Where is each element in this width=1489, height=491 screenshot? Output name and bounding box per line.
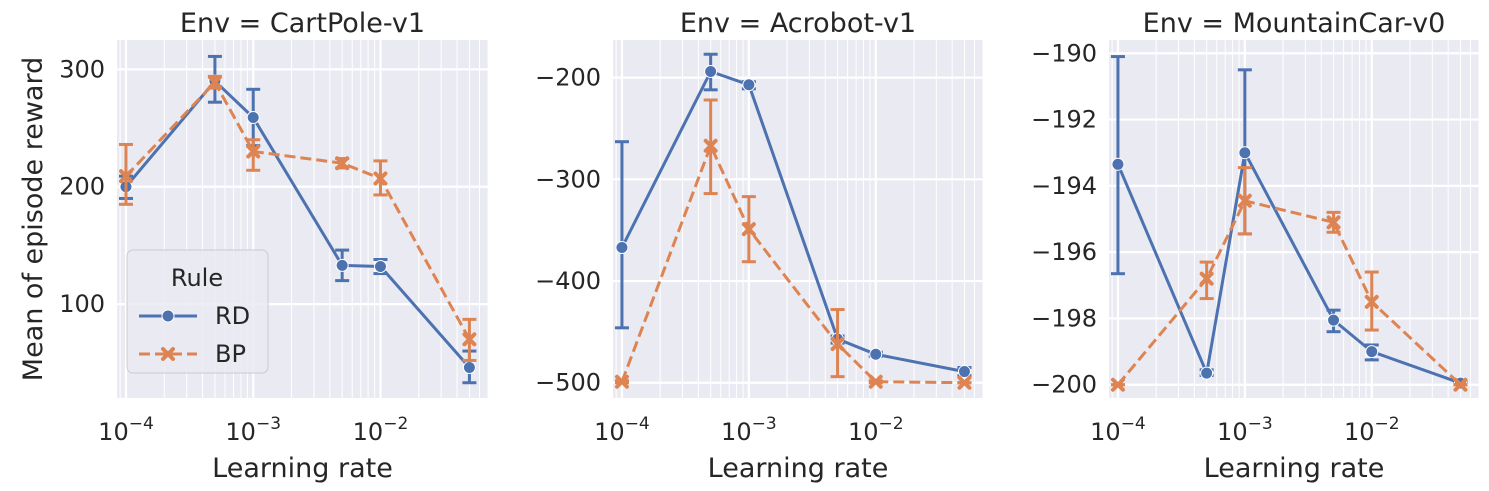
legend-entry-BP: BP [215, 340, 246, 368]
data-point [246, 144, 261, 159]
data-point [1364, 294, 1379, 309]
series-RD [614, 52, 972, 379]
panel-2: −500 −400 −300 −200 10−4 10−3 10−2 Env = Acrobo… [535, 8, 984, 484]
series-line [124, 80, 471, 341]
y-tick-label: −300 [535, 165, 601, 193]
series-line [1116, 151, 1462, 385]
data-point [742, 78, 756, 92]
data-point [957, 375, 972, 390]
data-point [118, 169, 133, 184]
y-tick-label: 300 [59, 55, 105, 83]
data-point [1453, 377, 1468, 392]
y-tick-label: −190 [1031, 39, 1097, 67]
x-tick-label: 10−3 [225, 414, 281, 446]
data-point [207, 75, 222, 90]
data-point [614, 374, 629, 389]
series-RD [118, 54, 477, 385]
x-tick-label: 10−4 [1090, 414, 1146, 446]
panel-title: Env = Acrobot-v1 [680, 8, 916, 39]
data-point [868, 374, 883, 389]
data-point [373, 260, 387, 274]
y-tick-label: −196 [1031, 238, 1097, 266]
data-point [703, 138, 718, 153]
x-tick-label: 10−2 [848, 414, 904, 446]
panel-1: 100 200 300 10−4 10−3 10−2 Env = CartPole-v1 Le… [18, 8, 489, 484]
data-point [1326, 215, 1341, 230]
legend-entry-RD: RD [215, 302, 250, 330]
data-point [741, 222, 756, 237]
data-point [1110, 377, 1125, 392]
panel-title: Env = CartPole-v1 [180, 8, 425, 39]
data-point [957, 365, 971, 379]
x-tick-label: 10−4 [98, 414, 154, 446]
data-point [246, 110, 260, 124]
y-axis-label: Mean of episode reward [18, 57, 49, 381]
y-tick-label: −400 [535, 267, 601, 295]
y-tick-label: −200 [1031, 371, 1097, 399]
y-tick-label: −200 [535, 64, 601, 92]
y-tick-label: 200 [59, 173, 105, 201]
legend-box [126, 249, 269, 374]
series-BP [1110, 166, 1468, 392]
data-point [1327, 313, 1341, 327]
panel-title: Env = MountainCar-v0 [1143, 8, 1446, 39]
x-tick-label: 10−2 [353, 414, 409, 446]
data-point [615, 240, 629, 254]
data-point [1111, 157, 1125, 171]
x-axis-label: Learning rate [708, 453, 889, 484]
panel-3: −200 −198 −196 −194 −192 −190 10−4 10−3 10−2 Env … [1031, 8, 1480, 484]
data-point [1200, 366, 1214, 380]
plot-area [1109, 40, 1479, 398]
data-point [1365, 345, 1379, 359]
data-point [462, 360, 476, 374]
y-tick-label: −192 [1031, 106, 1097, 134]
legend-marker [161, 309, 175, 323]
legend: Rule RD BP [126, 249, 269, 374]
data-point [704, 65, 718, 79]
data-point [1237, 193, 1252, 208]
x-tick-label: 10−3 [721, 414, 777, 446]
data-point [1199, 271, 1214, 286]
x-axis-label: Learning rate [212, 453, 393, 484]
y-tick-label: −198 [1031, 304, 1097, 332]
series-line [620, 144, 965, 385]
series-line [620, 70, 965, 374]
plot-area [613, 40, 983, 398]
data-point [869, 347, 883, 361]
data-point [335, 156, 350, 171]
series-line [124, 79, 471, 369]
data-point [1238, 146, 1252, 160]
data-point [830, 337, 845, 352]
x-tick-label: 10−4 [594, 414, 650, 446]
series-line [1116, 199, 1462, 386]
y-tick-label: 100 [59, 290, 105, 318]
x-tick-label: 10−2 [1344, 414, 1400, 446]
data-point [462, 332, 477, 347]
y-tick-label: −194 [1031, 172, 1097, 200]
series-BP [118, 74, 477, 362]
data-point [373, 171, 388, 186]
x-tick-label: 10−3 [1217, 414, 1273, 446]
series-BP [614, 98, 972, 390]
x-axis-label: Learning rate [1204, 453, 1385, 484]
legend-title: Rule [171, 264, 223, 292]
legend-marker [161, 347, 175, 361]
y-tick-label: −500 [535, 369, 601, 397]
data-point [335, 258, 349, 272]
